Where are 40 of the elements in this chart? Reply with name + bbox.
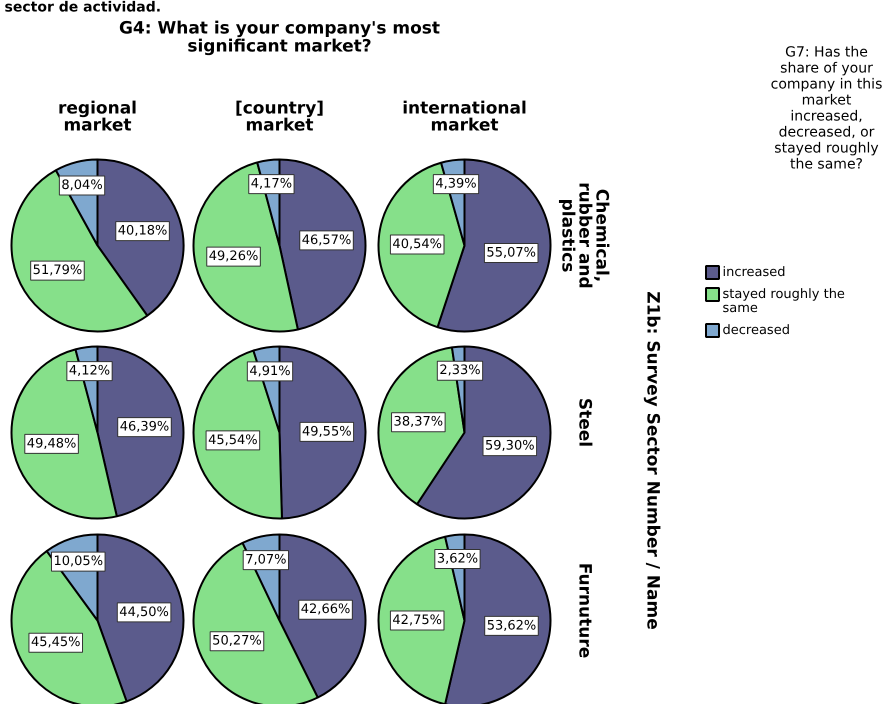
data-label: 8,04%	[61, 178, 103, 194]
data-label: 38,37%	[394, 414, 444, 430]
text: Furnuture	[574, 562, 594, 658]
data-label: 40,18%	[118, 224, 168, 239]
data-label: 4,91%	[249, 364, 291, 379]
data-label: 49,48%	[26, 436, 76, 452]
legend-title: G7: Has the share of your company in this market increased, decreased, or stayed roughly the same?	[770, 44, 882, 172]
text: Z1b: Survey Sector Number / Name	[642, 291, 662, 630]
data-label: 59,30%	[485, 438, 535, 454]
chart-title: G4: What is your company's most significant market?	[118, 18, 440, 56]
text: Steel	[574, 398, 594, 448]
text: sector de actividad.	[4, 0, 162, 16]
data-label: 7,07%	[245, 552, 287, 568]
data-label: 49,26%	[208, 249, 258, 264]
data-label: 4,39%	[435, 176, 477, 192]
data-label: 45,45%	[30, 635, 81, 650]
data-label: 42,66%	[300, 602, 350, 618]
data-label: 2,33%	[439, 363, 481, 378]
data-label: 44,50%	[119, 604, 169, 620]
data-label: 45,54%	[208, 432, 258, 448]
chart-subtitle: international market	[402, 98, 527, 136]
data-label: 46,39%	[120, 420, 170, 435]
data-label: 3,62%	[436, 551, 478, 566]
data-label: 42,75%	[392, 612, 442, 628]
text: Chemical, rubber and plastics	[558, 182, 612, 289]
legend-label: stayed roughly the same	[722, 287, 845, 316]
data-label: 4,12%	[68, 364, 110, 379]
legend-label: increased	[722, 265, 786, 280]
data-label: 49,55%	[302, 424, 352, 440]
data-label: 10,05%	[53, 554, 104, 570]
data-label: 53,62%	[486, 618, 536, 634]
legend-label: decreased	[722, 323, 790, 338]
chart-subtitle: regional market	[58, 98, 138, 136]
data-label: 40,54%	[392, 236, 442, 252]
data-label: 55,07%	[486, 246, 536, 260]
data-label: 51,79%	[32, 263, 82, 278]
data-label: 46,57%	[302, 232, 352, 248]
data-label: 50,27%	[212, 634, 262, 649]
data-label: 4,17%	[250, 176, 292, 192]
chart-subtitle: [country] market	[234, 98, 324, 136]
